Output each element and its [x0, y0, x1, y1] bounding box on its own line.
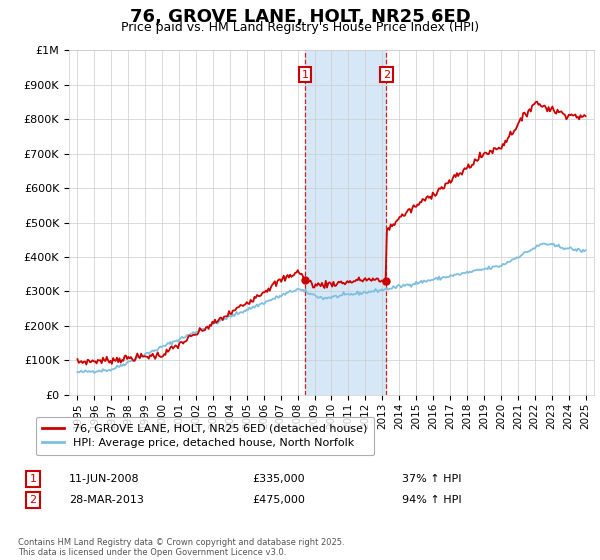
Text: 2: 2	[383, 69, 390, 80]
Text: £475,000: £475,000	[252, 495, 305, 505]
Text: Price paid vs. HM Land Registry's House Price Index (HPI): Price paid vs. HM Land Registry's House …	[121, 21, 479, 34]
Text: 76, GROVE LANE, HOLT, NR25 6ED: 76, GROVE LANE, HOLT, NR25 6ED	[130, 8, 470, 26]
Bar	[305, 50, 386, 395]
Legend: 76, GROVE LANE, HOLT, NR25 6ED (detached house), HPI: Average price, detached ho: 76, GROVE LANE, HOLT, NR25 6ED (detached…	[35, 417, 374, 455]
Text: Contains HM Land Registry data © Crown copyright and database right 2025.
This d: Contains HM Land Registry data © Crown c…	[18, 538, 344, 557]
Text: £335,000: £335,000	[252, 474, 305, 484]
Text: 2: 2	[29, 495, 37, 505]
Text: 11-JUN-2008: 11-JUN-2008	[69, 474, 140, 484]
Text: 28-MAR-2013: 28-MAR-2013	[69, 495, 144, 505]
Text: 1: 1	[302, 69, 308, 80]
Text: 94% ↑ HPI: 94% ↑ HPI	[402, 495, 461, 505]
Text: 1: 1	[29, 474, 37, 484]
Text: 37% ↑ HPI: 37% ↑ HPI	[402, 474, 461, 484]
